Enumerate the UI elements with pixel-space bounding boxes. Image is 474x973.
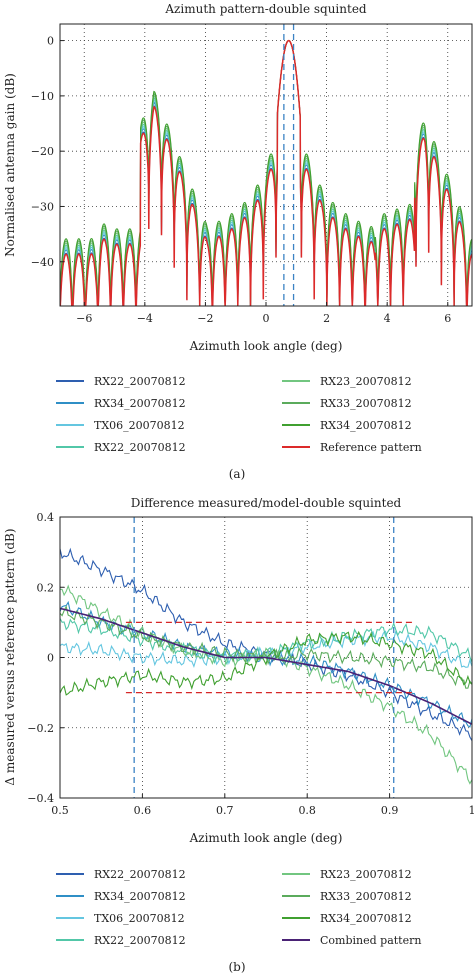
- chart-a-series-line: [60, 39, 472, 306]
- legend-label: RX22_20070812: [94, 375, 186, 388]
- chart-a-y-ticks: 0 −10 −20 −30 −40: [31, 35, 64, 269]
- chart-b-y-label: Δ measured versus reference pattern (dB): [3, 528, 17, 785]
- panel-a-label: (a): [229, 467, 246, 481]
- legend-label: RX22_20070812: [94, 441, 186, 454]
- legend-label: RX33_20070812: [320, 890, 412, 903]
- legend-label: RX34_20070812: [320, 912, 412, 925]
- y-tick-label: 0: [47, 652, 54, 665]
- legend-label: RX23_20070812: [320, 375, 412, 388]
- chart-b-series-line: [60, 630, 472, 696]
- x-tick-label: 0.6: [134, 804, 152, 817]
- x-tick-label: −6: [76, 312, 92, 325]
- chart-b-x-ticks: 0.5 0.6 0.7 0.8 0.9 1: [51, 794, 474, 817]
- chart-a-plot-area: [60, 24, 472, 306]
- chart-b-series-line: [60, 605, 472, 689]
- legend-label: TX06_20070812: [94, 912, 185, 925]
- legend-label: RX33_20070812: [320, 397, 412, 410]
- x-tick-label: 6: [444, 312, 451, 325]
- chart-b-x-label: Azimuth look angle (deg): [189, 831, 343, 845]
- legend-label: RX23_20070812: [320, 868, 412, 881]
- y-tick-label: −20: [31, 145, 54, 158]
- chart-a-x-label: Azimuth look angle (deg): [189, 339, 343, 353]
- legend-label: RX34_20070812: [94, 890, 186, 903]
- chart-b-title: Difference measured/model-double squinte…: [131, 496, 402, 510]
- x-tick-label: −2: [197, 312, 213, 325]
- legend-label: RX22_20070812: [94, 934, 186, 947]
- x-tick-label: 1: [469, 804, 474, 817]
- chart-b-series-line: [60, 607, 472, 725]
- y-tick-label: −40: [31, 256, 54, 269]
- y-tick-label: 0: [47, 35, 54, 48]
- chart-a-grid: [60, 24, 472, 306]
- chart-b-legend: RX22_20070812 RX34_20070812 TX06_20070812 R…: [56, 868, 421, 947]
- chart-b-series-line: [60, 584, 472, 785]
- y-tick-label: 0.2: [37, 581, 55, 594]
- legend-label: RX34_20070812: [320, 419, 412, 432]
- x-tick-label: −4: [137, 312, 153, 325]
- chart-a-legend: RX22_20070812 RX34_20070812 TX06_20070812 R…: [56, 375, 422, 454]
- legend-label: RX22_20070812: [94, 868, 186, 881]
- chart-a-title: Azimuth pattern-double squinted: [164, 2, 367, 16]
- x-tick-label: 0.9: [381, 804, 399, 817]
- y-tick-label: −10: [31, 90, 54, 103]
- x-tick-label: 2: [323, 312, 330, 325]
- y-tick-label: 0.4: [37, 511, 55, 524]
- x-tick-label: 0.8: [298, 804, 316, 817]
- legend-label: TX06_20070812: [94, 419, 185, 432]
- y-tick-label: −30: [31, 200, 54, 213]
- chart-b-y-ticks: 0.4 0.2 0 −0.2 −0.4: [27, 511, 64, 805]
- panel-b-label: (b): [228, 960, 245, 973]
- y-tick-label: −0.4: [27, 792, 54, 805]
- panel-b: Difference measured/model-double squinte…: [3, 496, 474, 973]
- legend-label: RX34_20070812: [94, 397, 186, 410]
- chart-b-series-line: [60, 547, 472, 741]
- chart-b-series-group: [60, 517, 472, 798]
- x-tick-label: 0.5: [51, 804, 69, 817]
- chart-a-series-group: [60, 24, 472, 306]
- chart-a-x-ticks: −6 −4 −2 0 2 4 6: [76, 302, 451, 325]
- chart-a-y-label: Normalised antenna gain (dB): [3, 73, 17, 257]
- chart-b-plot-area: [60, 517, 472, 798]
- legend-label: Reference pattern: [320, 441, 422, 454]
- x-tick-label: 4: [384, 312, 391, 325]
- x-tick-label: 0: [263, 312, 270, 325]
- x-tick-label: 0.7: [216, 804, 234, 817]
- legend-label: Combined pattern: [320, 934, 421, 947]
- panel-a: Azimuth pattern-double squinted −6 −4 −2 0 2…: [3, 2, 473, 481]
- y-tick-label: −0.2: [27, 722, 54, 735]
